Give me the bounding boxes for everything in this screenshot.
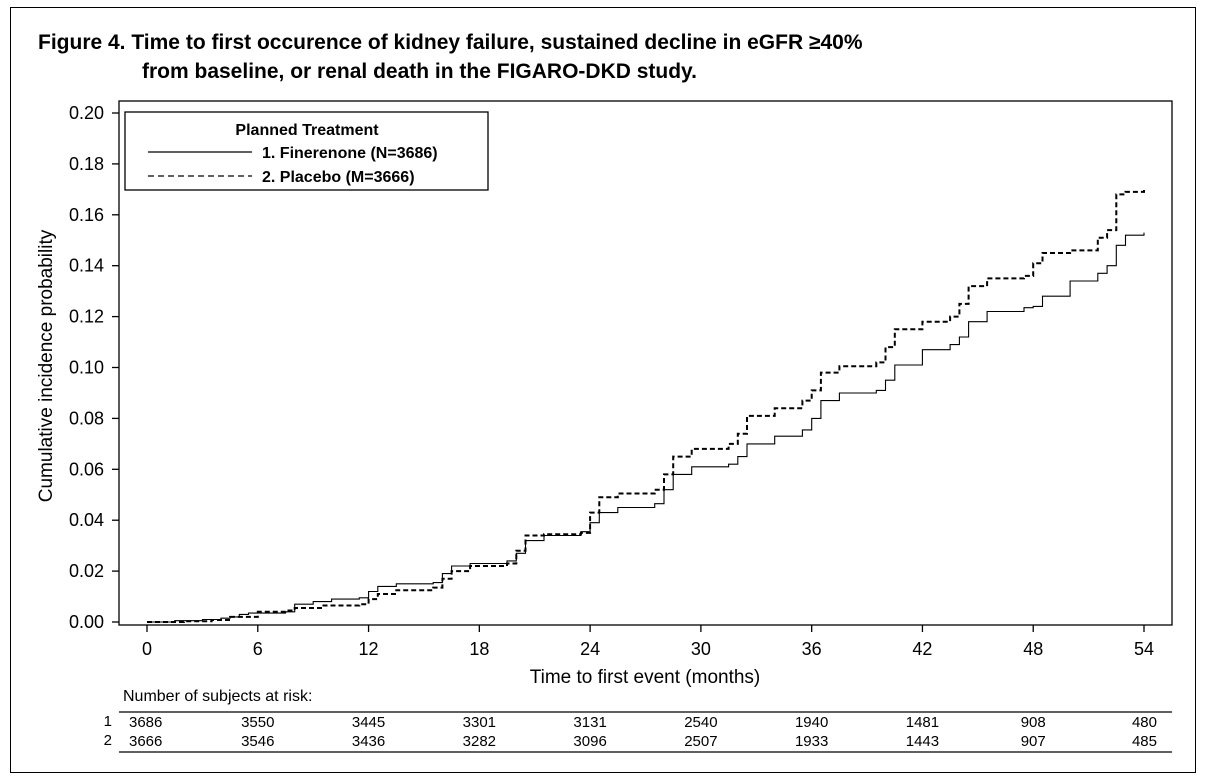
y-tick-label: 0.02 — [69, 561, 104, 581]
x-tick-label: 12 — [359, 639, 379, 659]
y-tick-label: 0.04 — [69, 510, 104, 530]
legend-label-finerenone: 1. Finerenone (N=3686) — [262, 145, 438, 162]
risk-cell: 3686 — [129, 714, 162, 731]
y-tick-label: 0.08 — [69, 408, 104, 428]
x-axis-label: Time to first event (months) — [530, 667, 761, 688]
x-axis: 0 6 12 18 24 30 36 42 48 54 — [142, 625, 1154, 659]
risk-cell: 3436 — [352, 733, 385, 750]
risk-cell: 1443 — [906, 733, 939, 750]
risk-row-label: 1 — [104, 713, 112, 730]
risk-cell: 907 — [1021, 733, 1046, 750]
x-tick-label: 6 — [253, 639, 263, 659]
risk-cell: 908 — [1021, 714, 1046, 731]
x-tick-label: 48 — [1023, 639, 1043, 659]
risk-cell: 1940 — [795, 714, 828, 731]
x-tick-label: 24 — [580, 639, 600, 659]
figure-title-line2: from baseline, or renal death in the FIG… — [142, 60, 698, 83]
risk-cell: 3131 — [573, 714, 606, 731]
risk-cell: 2540 — [684, 714, 717, 731]
risk-row-label: 2 — [104, 732, 112, 749]
x-tick-label: 18 — [469, 639, 489, 659]
risk-cell: 1481 — [906, 714, 939, 731]
y-tick-label: 0.12 — [69, 307, 104, 327]
x-tick-label: 36 — [802, 639, 822, 659]
legend-title: Planned Treatment — [235, 122, 379, 139]
series-line-finerenone — [147, 232, 1145, 623]
y-tick-label: 0.14 — [69, 256, 104, 276]
y-tick-label: 0.00 — [69, 612, 104, 632]
y-tick-label: 0.20 — [69, 103, 104, 123]
risk-cell: 3550 — [241, 714, 274, 731]
figure-title-line1: Figure 4. Time to first occurence of kid… — [38, 31, 863, 54]
x-tick-label: 30 — [691, 639, 711, 659]
x-tick-label: 0 — [142, 639, 152, 659]
y-tick-label: 0.10 — [69, 358, 104, 378]
risk-cell: 3301 — [463, 714, 496, 731]
risk-cell: 480 — [1132, 714, 1157, 731]
y-tick-label: 0.16 — [69, 205, 104, 225]
y-tick-label: 0.06 — [69, 459, 104, 479]
legend: Planned Treatment 1. Finerenone (N=3686)… — [124, 111, 489, 191]
legend-box — [124, 111, 489, 191]
series-layer — [147, 189, 1145, 623]
risk-cell: 1933 — [795, 733, 828, 750]
risk-cell: 3282 — [463, 733, 496, 750]
x-tick-label: 42 — [912, 639, 932, 659]
risk-cell: 3666 — [129, 733, 162, 750]
risk-table-title: Number of subjects at risk: — [123, 688, 313, 705]
risk-cell: 3445 — [352, 714, 385, 731]
x-tick-label: 54 — [1134, 639, 1154, 659]
plot-area-frame — [118, 100, 1173, 626]
risk-table: 1 3686 3550 3445 3301 3131 2540 1940 1481 908 480 2… — [104, 711, 1172, 753]
figure-frame — [10, 7, 1196, 773]
series-line-placebo — [147, 189, 1145, 623]
risk-cell: 3096 — [573, 733, 606, 750]
risk-cell: 2507 — [684, 733, 717, 750]
legend-label-placebo: 2. Placebo (M=3666) — [262, 169, 415, 186]
y-axis-label: Cumulative incidence probability — [36, 229, 57, 502]
y-axis: 0.00 0.02 0.04 0.06 0.08 0.10 0.12 0.14 0.16 0.18… — [69, 103, 119, 632]
risk-cell: 3546 — [241, 733, 274, 750]
risk-cell: 485 — [1132, 733, 1157, 750]
y-tick-label: 0.18 — [69, 154, 104, 174]
